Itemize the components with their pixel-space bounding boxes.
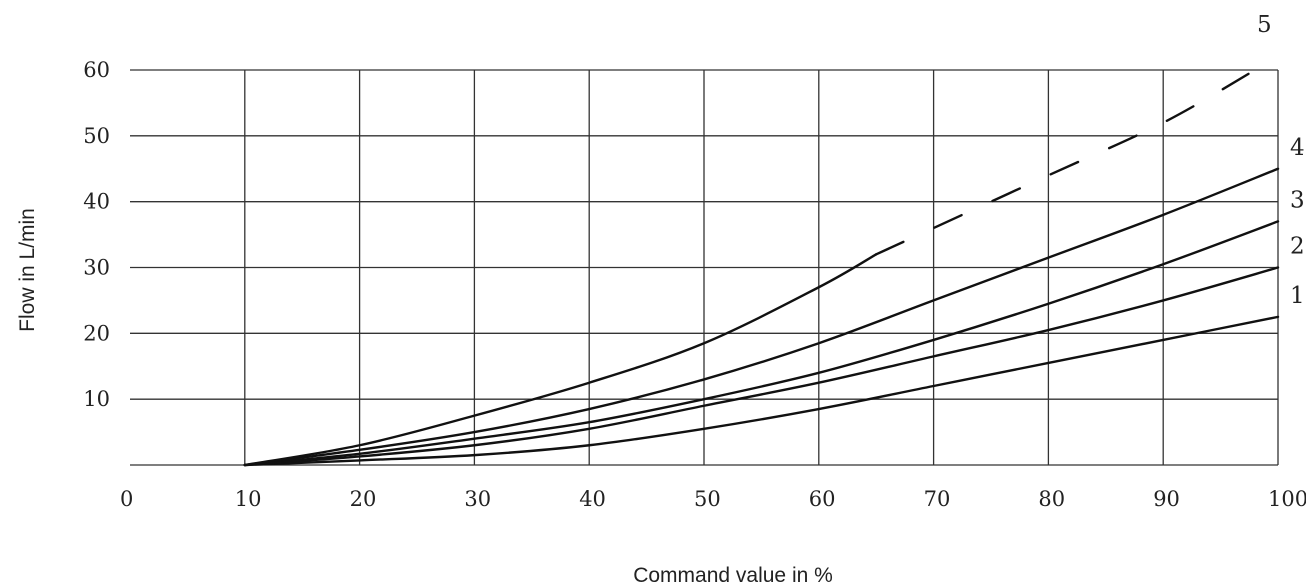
x-axis-title: Command value in % (633, 564, 833, 586)
y-tick-label: 20 (83, 321, 110, 345)
y-tick-label: 40 (83, 190, 110, 214)
curve-label-1: 1 (1290, 283, 1305, 309)
curve-label-5: 5 (1257, 12, 1272, 38)
curve-2 (243, 266, 1280, 467)
curve-labels: 1 2 3 4 5 (1257, 12, 1305, 309)
tick-labels: 0 10 20 30 40 50 60 70 80 90 100 10 20 30 40 50 60 (83, 58, 1306, 511)
x-tick-label: 50 (694, 487, 721, 511)
x-tick-label: 40 (579, 487, 606, 511)
curve-5-dashed (875, 68, 1257, 256)
y-axis-title: Flow in L/min (16, 208, 39, 332)
curve-label-3: 3 (1290, 187, 1305, 213)
x-tick-label: 20 (350, 487, 377, 511)
grid (130, 69, 1279, 466)
y-tick-label: 10 (83, 387, 110, 411)
x-tick-label: 30 (464, 487, 491, 511)
x-tick-label: 60 (809, 487, 836, 511)
curve-label-2: 2 (1290, 234, 1305, 260)
y-tick-label: 50 (83, 124, 110, 148)
x-tick-label: 80 (1038, 487, 1065, 511)
x-tick-label: 0 (120, 487, 133, 511)
x-tick-label: 10 (235, 487, 262, 511)
curve-1 (243, 315, 1280, 467)
x-tick-label: 100 (1268, 487, 1306, 511)
curve-5 (243, 253, 878, 467)
curve-3 (243, 220, 1280, 467)
x-tick-label: 90 (1153, 487, 1180, 511)
x-tick-label: 70 (924, 487, 951, 511)
curve-label-4: 4 (1290, 135, 1305, 161)
y-tick-label: 30 (83, 256, 110, 280)
y-tick-label: 60 (83, 58, 110, 82)
curves (243, 68, 1280, 467)
curve-4 (243, 167, 1280, 467)
